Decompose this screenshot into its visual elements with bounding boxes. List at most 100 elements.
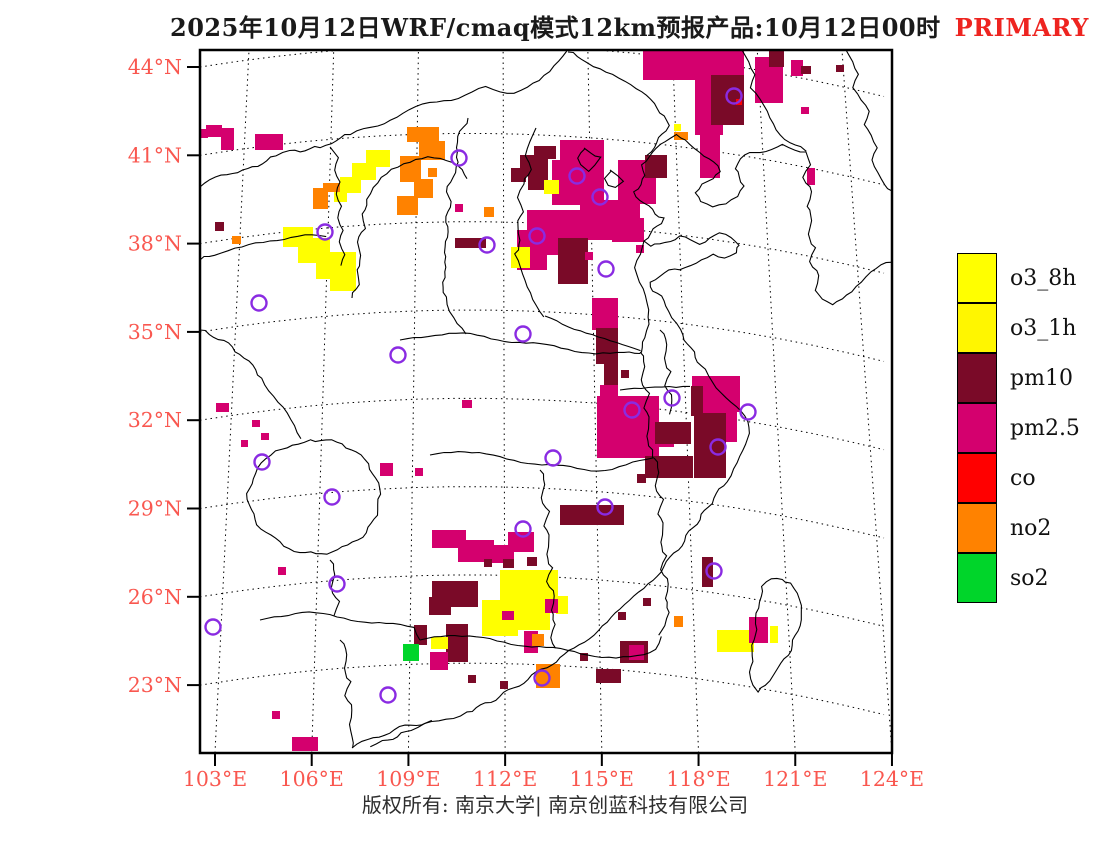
- city-marker: [328, 575, 346, 593]
- city-marker: [478, 236, 496, 254]
- pollutant-patch-pm10: [446, 624, 468, 662]
- legend-label: pm10: [1010, 365, 1073, 391]
- pollutant-patch-pm10: [558, 238, 588, 284]
- pollutant-patch-pm10: [468, 675, 476, 683]
- graticule-parallel: [200, 574, 885, 627]
- pollutant-patch-pm10: [580, 653, 588, 661]
- lon-axis-label: 121°E: [763, 767, 827, 791]
- pollutant-patch-pm10: [655, 422, 691, 444]
- city-marker: [379, 686, 397, 704]
- legend-swatch-co: [957, 453, 997, 503]
- pollutant-patch-pm25: [488, 545, 514, 563]
- graticule-meridian: [672, 50, 700, 753]
- city-markers: [204, 87, 757, 704]
- province-boundary: [653, 457, 670, 636]
- city-marker: [250, 294, 268, 312]
- province-boundary: [329, 146, 346, 266]
- lon-axis-label: 106°E: [280, 767, 344, 791]
- pollutant-patch-pm10: [520, 155, 548, 176]
- province-boundary: [259, 611, 421, 641]
- pollutant-patch-pm10: [500, 681, 508, 689]
- lat-axis-label: 44°N: [128, 55, 182, 79]
- province-boundary: [514, 127, 545, 318]
- pollutant-patch-pm25: [636, 245, 644, 253]
- lon-axis-label: 124°E: [860, 767, 924, 791]
- pollutant-patch-no2: [419, 141, 445, 160]
- pollutant-patch-pm25: [545, 599, 558, 613]
- lon-axis-label: 115°E: [570, 767, 634, 791]
- pollutant-patch-o3: [717, 630, 754, 652]
- graticule-meridian: [311, 50, 335, 753]
- pollutant-patch-pm25: [592, 298, 618, 330]
- pollutant-patch-pm25: [694, 50, 744, 78]
- graticule-meridian: [502, 50, 506, 753]
- pollutant-patch-o3: [511, 247, 530, 268]
- lon-axis-label: 109°E: [376, 767, 440, 791]
- city-marker: [514, 520, 532, 538]
- city-marker: [725, 87, 743, 105]
- province-boundary: [200, 329, 302, 439]
- lon-axis-label: 118°E: [666, 767, 730, 791]
- pollutant-patch-pm25: [455, 204, 463, 212]
- pollutant-patch-pm25: [252, 420, 260, 427]
- pollutant-patch-o3: [674, 124, 681, 131]
- map-frame: [198, 48, 894, 755]
- province-boundary: [539, 469, 556, 649]
- province-boundary: [339, 639, 354, 749]
- pollutant-patch-pm25: [643, 50, 701, 80]
- pollutant-patch-pm10: [528, 173, 548, 190]
- pollutant-patches: [200, 50, 844, 751]
- pollutant-patch-pm25: [508, 532, 534, 552]
- pollutant-patch-pm25: [261, 433, 269, 440]
- legend-swatch-no2: [957, 503, 997, 553]
- legend-item-o3_1h: o3_1h: [957, 303, 1080, 353]
- pollutant-patch-no2: [532, 634, 544, 646]
- graticule-parallel: [200, 309, 885, 362]
- lon-axis-label: 103°E: [183, 767, 247, 791]
- city-marker: [739, 403, 757, 421]
- province-boundary: [634, 240, 650, 353]
- pollutant-patch-no2: [232, 236, 241, 244]
- pollutant-patch-pm10: [511, 168, 526, 182]
- pollutant-patch-pm10: [596, 669, 621, 683]
- legend-label: co: [1010, 465, 1036, 491]
- pollutant-patch-no2: [414, 179, 433, 198]
- legend-label: so2: [1010, 565, 1049, 591]
- pollutant-patch-pm10: [527, 557, 537, 566]
- pollutant-patch-pm25: [791, 60, 803, 76]
- pollutant-patch-no2: [428, 168, 437, 177]
- province-boundary: [567, 51, 670, 156]
- province-boundary: [200, 50, 568, 188]
- pollutant-patch-pm10: [801, 66, 811, 74]
- pollutant-patch-pm25: [700, 130, 720, 178]
- city-marker: [450, 149, 468, 167]
- pollutant-patch-pm25: [200, 129, 208, 138]
- pollutant-patch-o3: [431, 637, 448, 649]
- pollutant-patch-pm25: [772, 74, 782, 92]
- province-boundary: [351, 719, 433, 749]
- province-boundary: [429, 451, 655, 472]
- city-marker: [204, 618, 222, 636]
- province-boundary: [577, 147, 602, 173]
- province-boundary: [802, 151, 892, 306]
- legend-swatch-pm2.5: [957, 403, 997, 453]
- graticule-parallel: [200, 397, 885, 451]
- pollutant-patch-pm10: [691, 386, 703, 416]
- graticule-meridian: [756, 50, 796, 753]
- pollutant-patch-no2: [484, 207, 494, 217]
- city-marker: [591, 188, 609, 206]
- copyright-footer: 版权所有: 南京大学| 南京创蓝科技有限公司: [361, 793, 749, 817]
- province-boundary: [748, 577, 802, 694]
- map-inner: [200, 50, 892, 753]
- city-marker: [323, 488, 341, 506]
- lat-axis-label: 26°N: [128, 585, 182, 609]
- graticule-parallel: [200, 221, 885, 274]
- city-marker: [597, 260, 615, 278]
- legend-label: o3_1h: [1010, 315, 1077, 341]
- pollutant-patch-pm10: [414, 625, 427, 645]
- page-title: 2025年10月12日WRF/cmaq模式12km预报产品:10月12日00时 P…: [170, 8, 1088, 43]
- legend-label: no2: [1010, 515, 1052, 541]
- pollutant-patch-pm25: [216, 403, 229, 412]
- province-boundary: [603, 169, 625, 189]
- province-boundary: [419, 635, 662, 659]
